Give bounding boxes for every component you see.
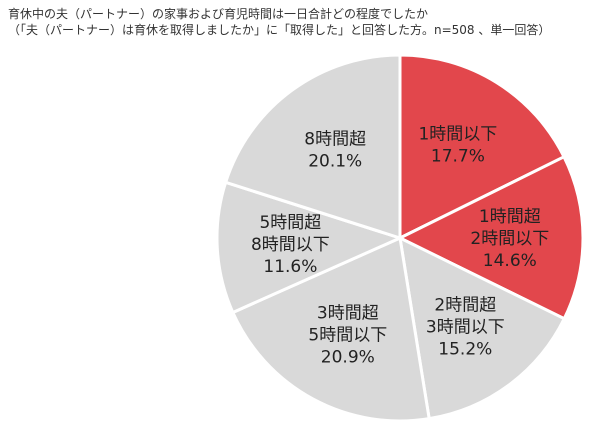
slice-value-label: 20.9% <box>321 348 375 368</box>
slice-category-label: 2時間超 <box>434 295 496 315</box>
slice-category-label: 3時間超 <box>317 304 379 324</box>
slice-label-2: 1時間超 2時間以下 14.6% <box>470 207 549 271</box>
slice-category-label: 2時間以下 <box>470 229 549 249</box>
slice-label-5: 5時間超 8時間以下 11.6% <box>251 213 330 277</box>
slice-value-label: 17.7% <box>431 147 485 167</box>
slice-value-label: 14.6% <box>483 251 537 271</box>
slice-label-6: 8時間超 20.1% <box>304 129 366 171</box>
slice-label-4: 3時間超 5時間以下 20.9% <box>308 304 387 368</box>
slice-category-label: 8時間超 <box>304 129 366 149</box>
chart-title-line-1: 育休中の夫（パートナー）の家事および育児時間は一日合計どの程度でしたか <box>8 7 429 21</box>
slice-category-label: 5時間超 <box>259 213 321 233</box>
slice-value-label: 20.1% <box>308 151 362 171</box>
pie-slice-6 <box>224 53 402 240</box>
slice-category-label: 1時間超 <box>479 207 541 227</box>
slice-category-label: 3時間以下 <box>426 317 505 337</box>
pie-slice-5 <box>215 180 402 314</box>
slice-value-label: 15.2% <box>438 339 492 359</box>
pie-slice-2 <box>398 155 585 321</box>
slice-category-label: 5時間以下 <box>308 326 387 346</box>
slice-label-1: 1時間以下 17.7% <box>418 125 497 167</box>
pie-slice-1 <box>398 53 566 240</box>
slice-category-label: 1時間以下 <box>418 125 497 145</box>
chart-title: 育休中の夫（パートナー）の家事および育児時間は一日合計どの程度でしたか （「夫（… <box>8 6 594 38</box>
slice-value-label: 11.6% <box>263 257 317 277</box>
slice-label-3: 2時間超 3時間以下 15.2% <box>426 295 505 359</box>
pie-slice-4 <box>231 236 431 423</box>
slice-category-label: 8時間以下 <box>251 235 330 255</box>
chart-subtitle: （「夫（パートナー）は育休を取得しましたか」に「取得した」と回答した方。n=50… <box>8 23 551 37</box>
pie-slice-3 <box>398 236 566 421</box>
